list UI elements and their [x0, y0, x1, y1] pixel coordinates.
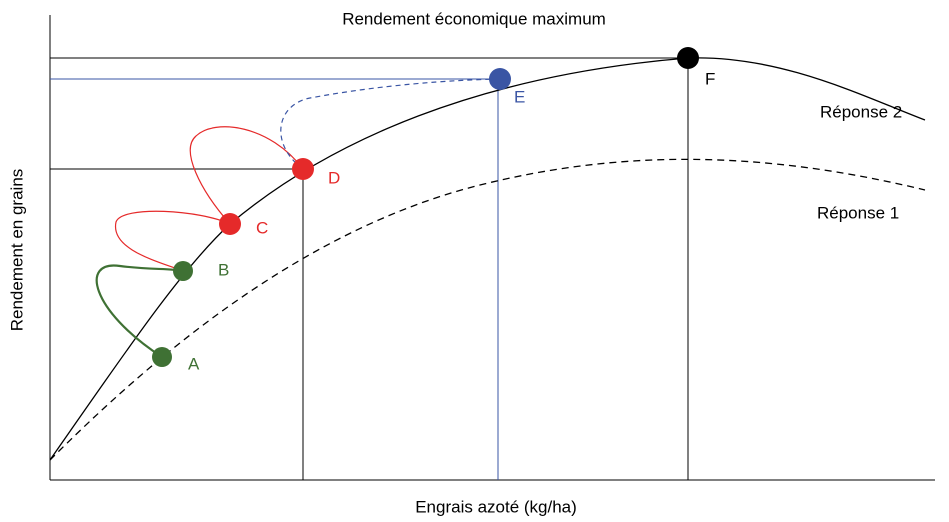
blue-dashed-path — [280, 78, 501, 170]
point-label: F — [705, 69, 715, 88]
title: Rendement économique maximum — [342, 9, 606, 28]
point-c — [219, 213, 241, 235]
x-axis-label: Engrais azoté (kg/ha) — [415, 497, 577, 516]
point-label: E — [514, 87, 525, 106]
point-label: D — [328, 168, 340, 187]
y-axis-label: Rendement en grains — [7, 169, 26, 332]
green-loop — [95, 264, 184, 358]
point-a — [152, 347, 172, 367]
red-loop — [115, 210, 231, 272]
point-label: A — [188, 354, 200, 373]
point-e — [489, 68, 511, 90]
point-d — [292, 158, 314, 180]
curve-label: Réponse 2 — [820, 102, 902, 121]
point-b — [173, 261, 193, 281]
red-loop — [189, 126, 304, 225]
point-label: B — [218, 260, 229, 279]
curve-label: Réponse 1 — [817, 203, 899, 222]
point-f — [677, 47, 699, 69]
response-curve-1 — [49, 158, 926, 461]
point-label: C — [256, 218, 268, 237]
response-curve-2 — [49, 57, 926, 461]
